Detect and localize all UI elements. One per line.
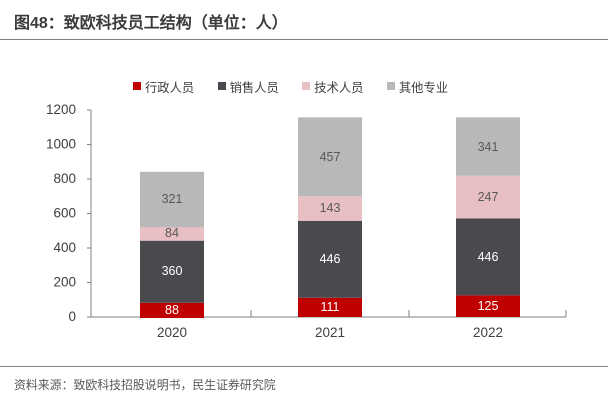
svg-text:360: 360 — [162, 264, 183, 278]
svg-text:446: 446 — [478, 250, 499, 264]
svg-text:111: 111 — [320, 300, 339, 314]
svg-text:143: 143 — [320, 201, 341, 215]
svg-text:1200: 1200 — [46, 102, 76, 117]
svg-text:321: 321 — [162, 192, 183, 206]
svg-text:457: 457 — [320, 150, 341, 164]
svg-text:88: 88 — [165, 303, 179, 317]
svg-text:247: 247 — [478, 190, 499, 204]
svg-text:0: 0 — [68, 309, 76, 324]
svg-text:2022: 2022 — [473, 325, 503, 340]
svg-text:1000: 1000 — [46, 137, 76, 152]
svg-text:200: 200 — [53, 275, 76, 290]
svg-text:2020: 2020 — [157, 325, 187, 340]
svg-text:800: 800 — [53, 171, 76, 186]
svg-text:84: 84 — [165, 226, 179, 240]
svg-text:600: 600 — [53, 206, 76, 221]
svg-text:2021: 2021 — [315, 325, 345, 340]
svg-text:400: 400 — [53, 240, 76, 255]
svg-text:341: 341 — [478, 140, 499, 154]
svg-text:446: 446 — [320, 252, 341, 266]
svg-text:125: 125 — [478, 299, 499, 313]
